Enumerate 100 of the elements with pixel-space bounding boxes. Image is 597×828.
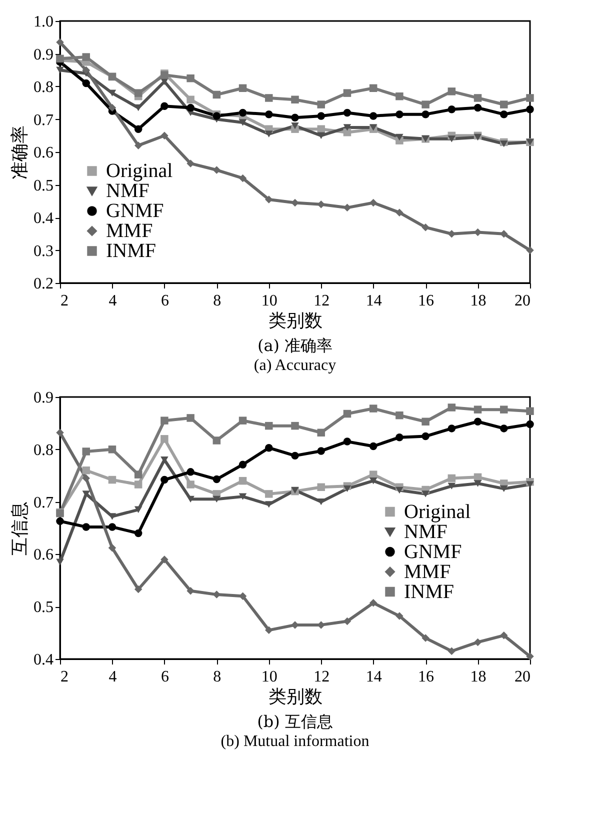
x-tick-label: 8 bbox=[213, 668, 222, 686]
point bbox=[82, 448, 90, 456]
point bbox=[108, 476, 116, 484]
x-tick-label: 8 bbox=[213, 292, 222, 310]
point bbox=[291, 96, 299, 104]
point bbox=[56, 517, 64, 526]
point bbox=[186, 480, 194, 488]
text: (b) Mutual information bbox=[220, 733, 370, 750]
point bbox=[134, 470, 142, 478]
point bbox=[238, 108, 247, 117]
point bbox=[82, 523, 90, 531]
point bbox=[265, 94, 273, 102]
point bbox=[526, 652, 534, 660]
legend-label: INMF bbox=[404, 580, 454, 603]
text: (a) Accuracy bbox=[254, 357, 336, 374]
point bbox=[186, 96, 194, 104]
legend-label: Original bbox=[106, 160, 174, 182]
x-axis-title: 类别数 bbox=[268, 310, 322, 332]
point bbox=[448, 106, 456, 114]
y-tick-label: 0.8 bbox=[34, 442, 54, 459]
point bbox=[369, 599, 378, 607]
legend-label: GNMF bbox=[106, 200, 164, 222]
x-tick-label: 14 bbox=[366, 668, 382, 686]
point bbox=[317, 447, 325, 455]
point bbox=[160, 556, 168, 564]
point bbox=[343, 410, 352, 418]
point bbox=[396, 433, 404, 442]
x-tick-label: 20 bbox=[514, 292, 530, 310]
point bbox=[134, 506, 142, 514]
point bbox=[186, 74, 194, 82]
x-tick-label: 6 bbox=[160, 292, 169, 310]
point bbox=[265, 501, 273, 508]
point bbox=[500, 100, 508, 108]
point bbox=[396, 110, 404, 118]
x-tick-label: 12 bbox=[314, 292, 330, 310]
point bbox=[108, 104, 116, 112]
legend-label: MMF bbox=[106, 220, 153, 242]
point bbox=[82, 466, 90, 474]
point bbox=[212, 436, 221, 444]
point bbox=[343, 108, 352, 117]
point bbox=[422, 110, 430, 118]
point bbox=[134, 585, 142, 594]
point bbox=[238, 493, 247, 500]
point bbox=[500, 406, 508, 414]
x-tick-label: 6 bbox=[160, 668, 169, 686]
point bbox=[474, 104, 482, 112]
point bbox=[291, 114, 299, 122]
point bbox=[291, 122, 299, 130]
point bbox=[343, 485, 352, 492]
point bbox=[500, 632, 508, 640]
point bbox=[448, 482, 456, 490]
point bbox=[526, 481, 534, 488]
point bbox=[238, 119, 247, 126]
point bbox=[448, 647, 456, 656]
y-tick-label: 0.9 bbox=[34, 390, 54, 406]
y-tick-label: 0.7 bbox=[34, 494, 54, 512]
point bbox=[160, 132, 168, 140]
point bbox=[212, 496, 221, 503]
legend-label: Original bbox=[404, 500, 472, 523]
x-tick-label: 4 bbox=[108, 292, 117, 310]
point bbox=[82, 53, 90, 61]
x-tick-label: 12 bbox=[314, 668, 330, 686]
y-axis-title: 互信息 bbox=[10, 502, 30, 556]
point bbox=[265, 130, 273, 138]
point bbox=[238, 476, 247, 485]
x-tick-label: 16 bbox=[418, 292, 434, 310]
point bbox=[82, 79, 90, 88]
point bbox=[526, 407, 534, 416]
legend-label: NMF bbox=[106, 180, 150, 202]
point bbox=[160, 416, 168, 424]
point bbox=[160, 476, 168, 484]
x-tick-label: 14 bbox=[366, 292, 382, 310]
point bbox=[422, 100, 430, 108]
point bbox=[160, 102, 168, 110]
text: (b) 互信息 bbox=[257, 712, 333, 731]
point bbox=[186, 468, 194, 476]
y-tick-label: 0.9 bbox=[34, 46, 54, 64]
point bbox=[265, 490, 273, 498]
point bbox=[317, 483, 325, 491]
point bbox=[526, 246, 534, 254]
point bbox=[108, 544, 116, 552]
point bbox=[422, 490, 430, 498]
point bbox=[265, 422, 273, 430]
point bbox=[265, 626, 273, 634]
point bbox=[82, 66, 90, 74]
point bbox=[422, 223, 430, 232]
point bbox=[56, 558, 64, 566]
x-tick-label: 4 bbox=[108, 668, 117, 686]
point bbox=[369, 442, 378, 450]
point bbox=[186, 496, 194, 503]
point bbox=[134, 89, 142, 97]
point bbox=[265, 444, 273, 452]
x-tick-label: 2 bbox=[60, 292, 68, 310]
x-tick-label: 16 bbox=[418, 668, 434, 686]
point bbox=[422, 418, 430, 426]
point bbox=[265, 110, 273, 118]
y-tick-label: 1.0 bbox=[34, 14, 54, 30]
point bbox=[448, 404, 456, 412]
point bbox=[396, 411, 404, 420]
point bbox=[134, 125, 142, 133]
